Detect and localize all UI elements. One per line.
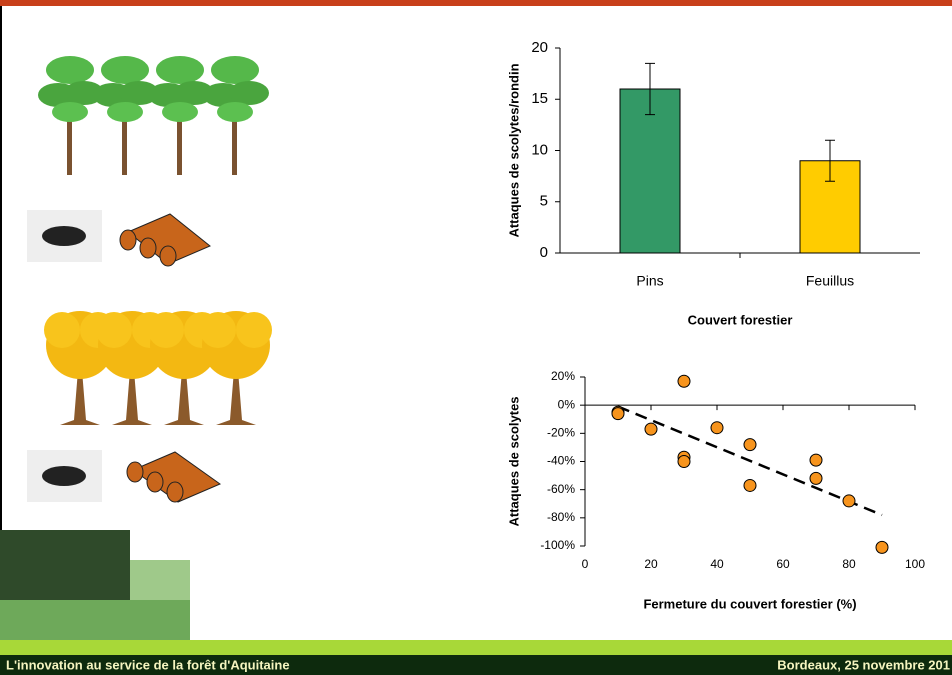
point [644, 422, 658, 436]
point [743, 438, 757, 452]
pine-trees [38, 56, 269, 175]
y-tick-label: 15 [531, 90, 548, 107]
top-bar [0, 0, 952, 6]
y-tick-label: 0% [558, 397, 576, 411]
x-tick-label: 0 [582, 557, 589, 571]
point [677, 374, 691, 388]
y-tick-label: 20% [551, 369, 575, 383]
x-tick-label: 20 [644, 557, 658, 571]
x-tick-label: 60 [776, 557, 790, 571]
footer-right: Bordeaux, 25 novembre 201 [777, 657, 950, 672]
y-axis-label: Attaques de scolytes/rondin [506, 63, 521, 237]
x-tick-label: 80 [842, 557, 856, 571]
x-tick-label: Feuillus [806, 273, 854, 289]
point [611, 407, 625, 421]
x-tick-label: 100 [905, 557, 925, 571]
x-axis-label: Fermeture du couvert forestier (%) [643, 596, 856, 611]
y-tick-label: 10 [531, 141, 548, 158]
point [743, 478, 757, 492]
bar [619, 88, 681, 254]
y-tick-label: 20 [531, 39, 548, 56]
y-axis-label: Attaques de scolytes [506, 396, 521, 526]
y-tick-label: -20% [547, 426, 575, 440]
bar [799, 160, 861, 254]
point [809, 471, 823, 485]
logs-1 [119, 213, 211, 267]
x-axis-label: Couvert forestier [688, 312, 793, 327]
logs-2 [126, 451, 222, 503]
point [809, 453, 823, 467]
footer-left: L'innovation au service de la forêt d'Aq… [6, 657, 290, 672]
x-tick-label: 40 [710, 557, 724, 571]
trendline [617, 405, 883, 517]
y-tick-label: -40% [547, 454, 575, 468]
y-tick-label: 0 [540, 244, 548, 261]
point [842, 494, 856, 508]
forest-photo [0, 530, 190, 645]
point [710, 421, 724, 435]
x-tick-label: Pins [636, 273, 663, 289]
y-tick-label: 5 [540, 193, 548, 210]
broadleaf-trees [44, 311, 272, 425]
footer-strip [0, 640, 952, 655]
y-tick-label: -80% [547, 510, 575, 524]
y-tick-label: -60% [547, 482, 575, 496]
footer-bar [0, 655, 952, 675]
beetle-photo-1 [27, 210, 102, 262]
beetle-photo-2 [27, 450, 102, 502]
point [875, 540, 889, 554]
point [677, 455, 691, 468]
y-tick-label: -100% [540, 538, 575, 552]
